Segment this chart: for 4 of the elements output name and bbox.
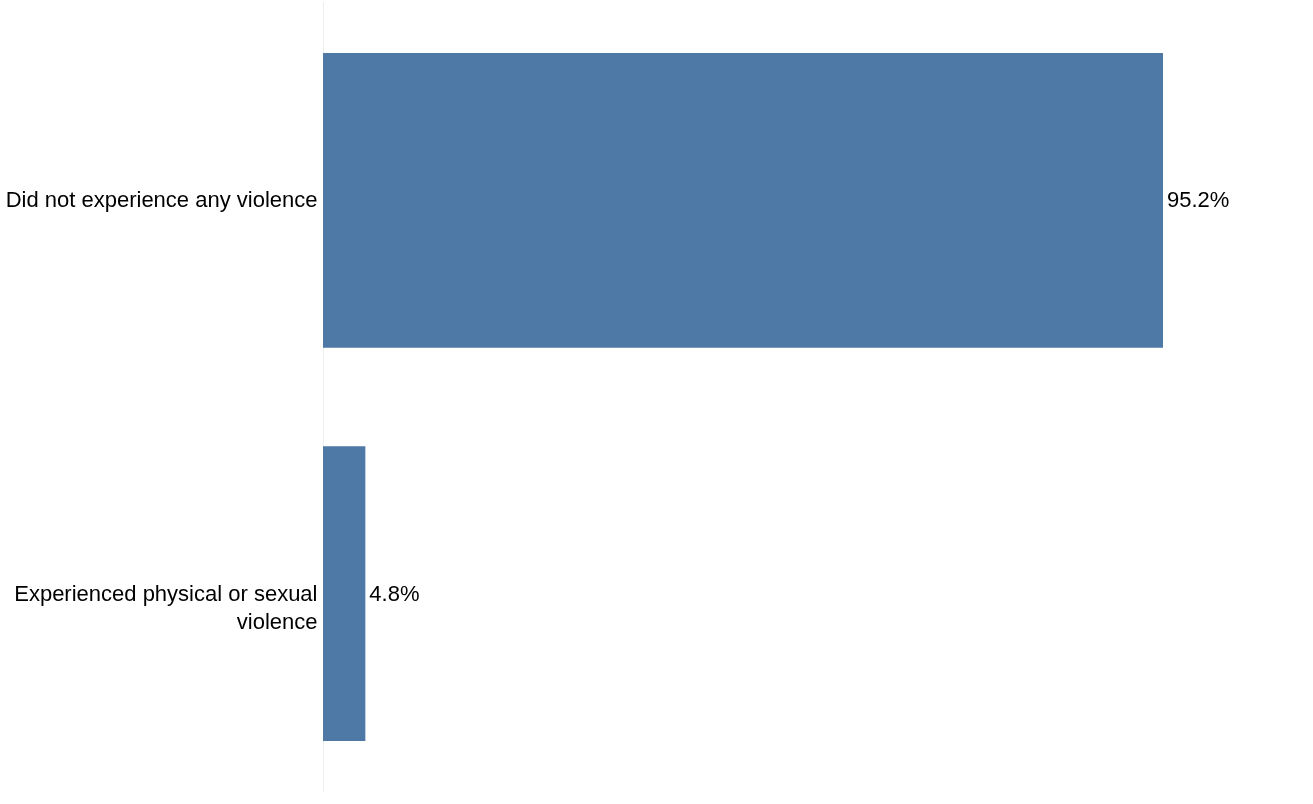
data-label: 95.2% bbox=[1167, 187, 1230, 213]
y-tick-label: Experienced physical or sexual violence bbox=[14, 580, 318, 634]
y-tick-label: Did not experience any violence bbox=[5, 187, 318, 213]
data-label: 4.8% bbox=[369, 580, 420, 606]
